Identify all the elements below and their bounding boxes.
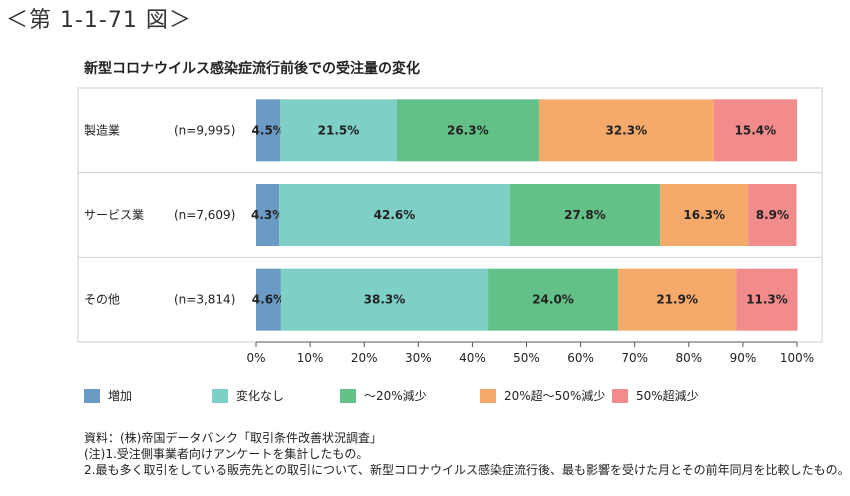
category-label: 製造業 [84,123,120,137]
chart-title: 新型コロナウイルス感染症流行前後での受注量の変化 [84,61,420,77]
data-label: 42.6% [374,208,416,222]
bar-segment [617,268,737,331]
legend-label: 20%超～50%減少 [504,389,606,403]
x-tick-label: 80% [675,351,702,365]
bar-segment [736,268,798,331]
data-label: 26.3% [447,123,489,137]
chart-notes: 資料：(株)帝国データバンク「取引条件改善状況調査」 (注)1.受注側事業者向け… [84,430,850,478]
bar-segment [396,99,539,162]
data-label: 32.3% [605,123,647,137]
legend-label: 変化なし [236,389,285,403]
legend-item: ～20%減少 [340,387,427,404]
bar-segment [713,99,797,162]
category-label: サービス業 [84,208,144,222]
data-label: 24.0% [532,293,574,307]
x-tick-label: 30% [405,351,432,365]
data-label: 4.3% [251,208,284,222]
legend-label: ～20%減少 [364,389,427,403]
legend-item: 増加 [84,387,132,404]
category-label: その他 [84,293,120,307]
data-label: 38.3% [364,293,406,307]
x-tick-label: 90% [730,351,757,365]
x-tick-label: 100% [780,351,814,365]
bar-segment [279,184,510,246]
x-tick-label: 40% [459,351,486,365]
legend-label: 増加 [108,389,133,403]
x-tick-label: 0% [246,351,265,365]
x-tick-label: 60% [567,351,594,365]
data-label: 21.9% [656,293,698,307]
x-tick-label: 20% [351,351,378,365]
bar-segment [538,99,714,162]
figure-number: ＜第 1-1-71 図＞ [6,8,192,33]
bar-segment [509,184,661,246]
sample-size-label: (n=9,995) [174,123,235,137]
bar-segment [256,99,281,162]
bar-segment [488,268,618,331]
legend-swatch [340,388,356,403]
data-label: 15.4% [735,123,777,137]
x-tick-label: 10% [297,351,324,365]
bar-segment [256,268,281,331]
legend-item: 変化なし [212,387,284,404]
data-label: 8.9% [756,208,789,222]
data-label: 4.6% [252,293,285,307]
legend-swatch [612,388,628,403]
sample-size-label: (n=7,609) [174,208,235,222]
data-label: 21.5% [318,123,360,137]
bar-segment [660,184,749,246]
legend-item: 50%超減少 [612,387,699,404]
data-label: 11.3% [746,293,788,307]
source-note: 資料：(株)帝国データバンク「取引条件改善状況調査」 [84,431,382,445]
legend-label: 50%超減少 [636,389,699,403]
bar-segment [280,99,397,162]
footnote-1: (注)1.受注側事業者向けアンケートを集計したもの。 [84,447,369,461]
bar-segment [256,184,280,246]
sample-size-label: (n=3,814) [174,293,235,307]
data-label: 4.5% [252,123,285,137]
x-tick-label: 50% [513,351,540,365]
footnote-2: 2.最も多く取引をしている販売先との取引について、新型コロナウイルス感染症流行後… [84,463,850,477]
data-label: 16.3% [683,208,725,222]
data-label: 27.8% [564,208,606,222]
chart-legend: 増加 変化なし ～20%減少 20%超～50%減少 50%超減少 [0,387,850,407]
legend-item: 20%超～50%減少 [480,387,605,404]
bar-segment [748,184,797,246]
bar-segment [280,268,489,331]
legend-swatch [480,388,496,403]
stacked-bar-chart: 製造業 (n=9,995) 4.5% 21.5% 26.3% 32.3% 15.4% サービス… [77,87,823,365]
legend-swatch [212,388,228,403]
x-tick-label: 70% [621,351,648,365]
legend-swatch [84,388,100,403]
